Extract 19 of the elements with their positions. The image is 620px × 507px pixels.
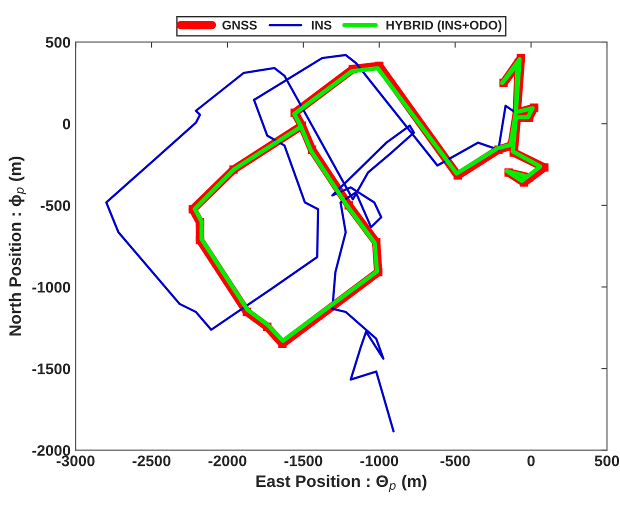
legend-label: INS (312, 20, 332, 30)
x-tick-label: -1000 (360, 455, 398, 466)
x-tick-label: -1500 (284, 455, 322, 466)
x-tick-label: -3000 (56, 455, 95, 466)
x-tick-label: -500 (440, 455, 470, 466)
y-tick-label: -2000 (32, 445, 70, 456)
legend-label: HYBRID (INS+ODO) (386, 20, 502, 32)
x-tick-label: 500 (594, 455, 620, 466)
legend-label: GNSS (222, 20, 257, 30)
y-axis-title: North Position : ϕ$_{p}$ (m) (8, 156, 26, 336)
y-tick-label: -1500 (32, 363, 70, 374)
y-tick-label: 0 (62, 118, 70, 130)
x-tick-label: -2500 (132, 455, 170, 466)
y-tick-label: -500 (40, 200, 70, 212)
x-tick-label: -2000 (208, 455, 246, 466)
x-tick-label: 0 (527, 455, 535, 466)
y-tick-label: -1000 (32, 282, 70, 293)
x-axis-title: East Position : Θ$_{p}$ (m) (256, 474, 426, 492)
y-tick-label: 500 (46, 36, 70, 48)
